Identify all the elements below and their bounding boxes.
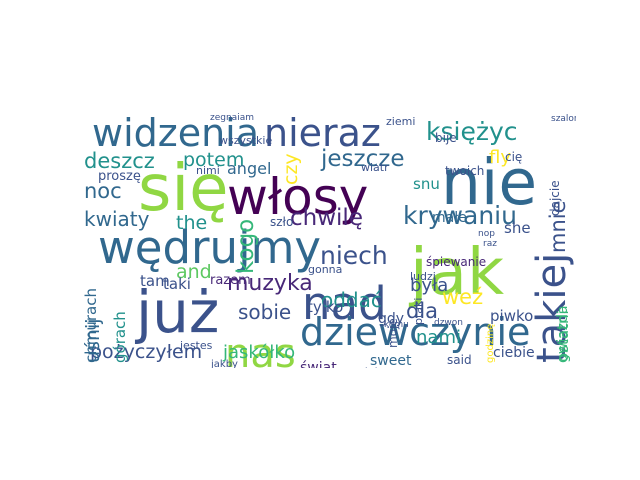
word-66: ptaki (412, 297, 425, 325)
word-2: jak (410, 236, 505, 310)
word-46: piwko (490, 307, 534, 325)
word-53: ciebie (493, 345, 535, 361)
word-24: the (176, 212, 208, 234)
word-39: małe (432, 210, 467, 226)
word-71: ziemi (386, 115, 416, 128)
word-74: dzwon (434, 318, 464, 328)
word-29: nami (416, 327, 461, 348)
word-52: sweet (370, 353, 412, 368)
word-25: muzyka (227, 271, 313, 296)
word-47: gwiazda (555, 305, 571, 363)
word-58: bije (435, 131, 457, 145)
word-38: snu (413, 175, 440, 193)
word-18: kogo (233, 218, 259, 275)
word-5: nad (302, 277, 387, 330)
word-22: noc (84, 179, 122, 203)
word-76: nop (478, 229, 495, 239)
word-60: dajcie (548, 180, 562, 217)
word-40: she (504, 219, 531, 237)
word-13: jeszcze (321, 146, 405, 172)
word-9: nas (225, 331, 296, 368)
word-cloud: się nie jak już włosy nad wędrujmy widzenia nier… (80, 113, 576, 368)
word-73: komu (384, 320, 409, 330)
word-70: said (447, 353, 472, 367)
word-75: raz (483, 239, 497, 249)
word-15: chwilę (290, 205, 363, 231)
word-45: gdy (378, 311, 405, 327)
word-61: twoich (445, 164, 485, 178)
word-30: była (410, 275, 449, 296)
word-10: dziewczynie (300, 310, 531, 354)
word-12: księżyc (426, 117, 518, 146)
word-59: cię (505, 150, 523, 164)
word-79: zegnaiam (210, 113, 254, 123)
word-3: już (136, 278, 220, 346)
word-6: wędrujmy (98, 221, 322, 274)
word-33: pożyczyłem (90, 341, 203, 363)
word-42: tam (140, 272, 170, 290)
word-77: godzinę (485, 323, 496, 363)
word-78: szaloną (551, 114, 576, 124)
word-67: ludzi (410, 270, 436, 283)
word-0: się (138, 152, 229, 226)
word-62: szło (270, 215, 294, 229)
word-1: nie (441, 146, 538, 219)
word-56: nimi (196, 164, 220, 177)
word-34: jaskółko (223, 342, 296, 363)
word-72: jakby (211, 359, 238, 369)
word-64: cichą (358, 367, 390, 368)
word-68: gonna (308, 263, 343, 276)
word-16: niech (320, 241, 388, 270)
word-48: chmurach (82, 288, 100, 363)
word-8: nieraz (264, 113, 381, 155)
word-49: górach (111, 311, 129, 363)
word-4: włosy (227, 168, 369, 226)
word-21: czy (280, 153, 302, 186)
word-31: weź (442, 285, 484, 309)
word-63: śpiewanie (426, 255, 487, 269)
word-19: deszcz (84, 149, 155, 173)
word-51: świat (300, 360, 337, 368)
word-43: taki (163, 275, 191, 293)
word-54: proszę (98, 169, 141, 184)
word-23: kwiaty (84, 207, 150, 231)
word-32: sobie (238, 300, 292, 324)
word-44: tylko (307, 298, 344, 316)
word-26: and (176, 261, 212, 283)
word-7: widzenia (92, 113, 260, 155)
word-36: fly (489, 147, 511, 168)
word-37: angel (227, 159, 272, 178)
word-50: razem (210, 273, 251, 288)
word-57: wiatr (361, 161, 389, 174)
word-69: jestes (180, 339, 213, 352)
word-55: wszystkie (219, 134, 273, 147)
word-27: oddać (321, 288, 382, 312)
word-20: potem (183, 149, 245, 171)
word-14: krywaniu (403, 201, 517, 230)
word-28: dla (406, 299, 439, 323)
